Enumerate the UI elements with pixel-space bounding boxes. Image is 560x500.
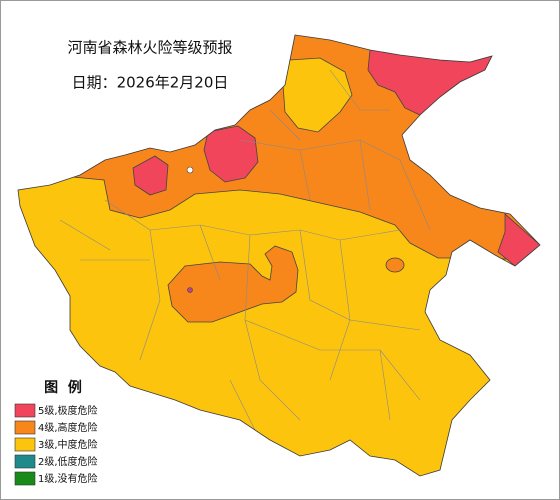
legend-swatch: [14, 420, 36, 435]
legend-swatch: [14, 471, 36, 486]
map-date: 日期：2026年2月20日: [72, 74, 229, 92]
legend: 5级,极度危险 4级,高度危险 3级,中度危险 2级,低度危险 1级,没有危险: [14, 403, 98, 486]
city-dot: [187, 287, 193, 293]
legend-label: 1级,没有危险: [38, 472, 98, 485]
legend-label: 3级,中度危险: [38, 438, 98, 451]
map-title: 河南省森林火险等级预报: [67, 39, 232, 57]
zone-level5-west: [132, 155, 169, 196]
zone-level4-island: [167, 245, 299, 323]
city-dot: [186, 166, 194, 174]
legend-swatch: [14, 403, 36, 418]
legend-swatch: [14, 454, 36, 469]
legend-swatch: [14, 437, 36, 452]
legend-label: 5级,极度危险: [38, 404, 98, 417]
zone-level5-east: [497, 213, 540, 267]
legend-label: 2级,低度危险: [38, 455, 98, 468]
legend-title: 图 例: [44, 379, 82, 396]
zone-level5-center: [203, 125, 259, 183]
zone-level4-spot: [385, 257, 405, 273]
legend-label: 4级,高度危险: [38, 421, 98, 434]
